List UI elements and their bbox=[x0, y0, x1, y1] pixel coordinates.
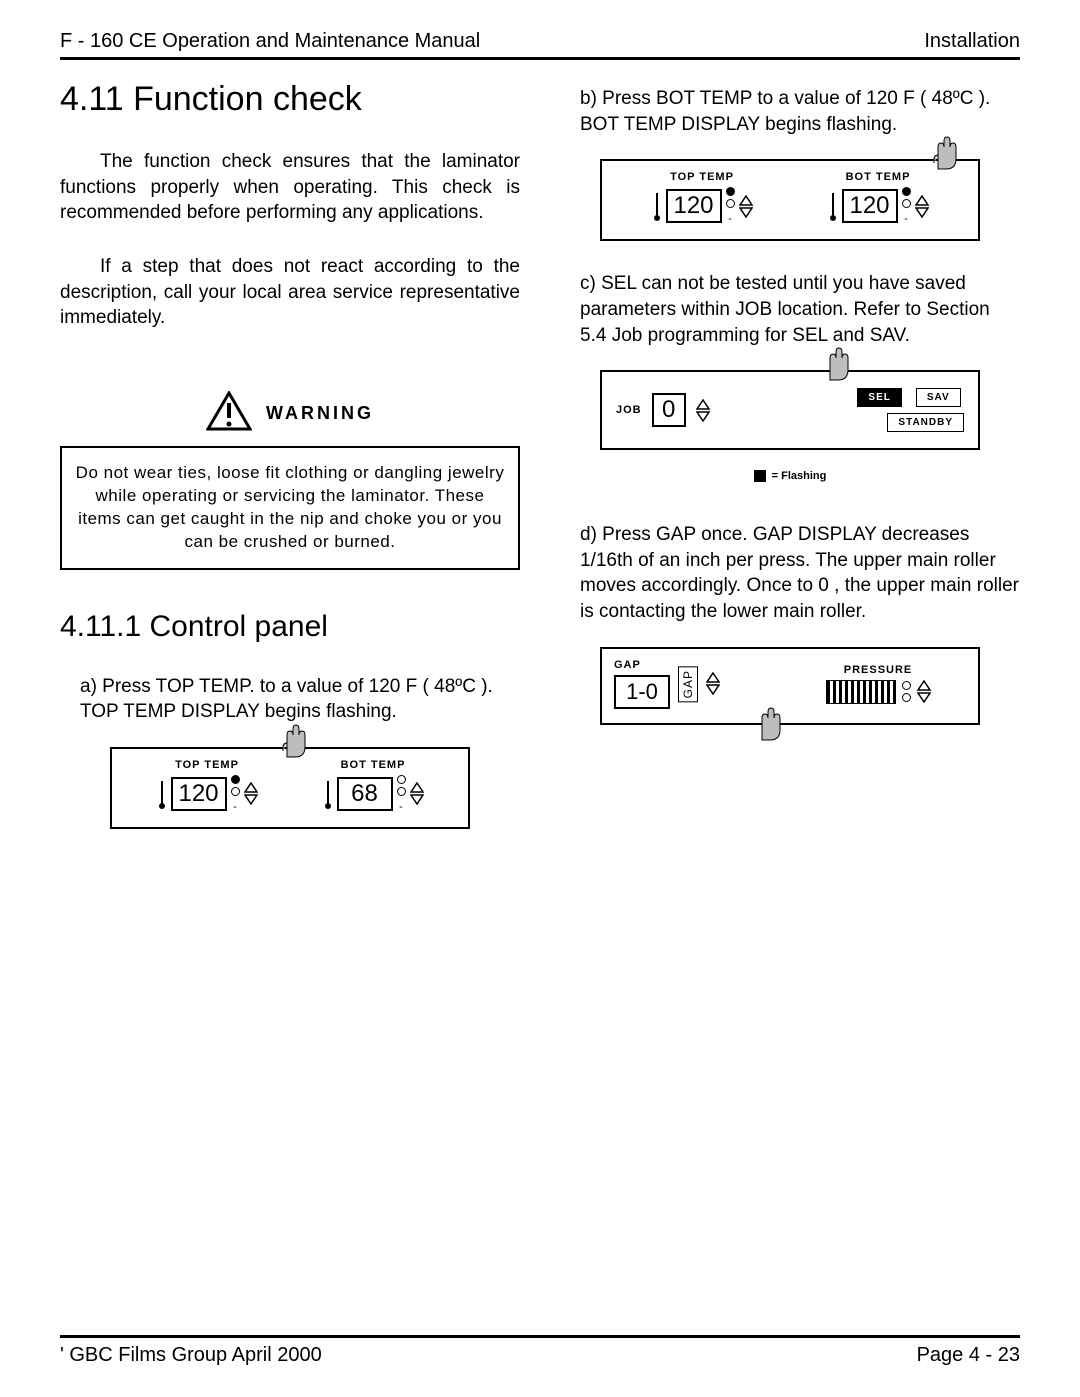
left-column: 4.11 Function check The function check e… bbox=[60, 80, 520, 849]
bot-temp-arrows[interactable] bbox=[915, 195, 929, 218]
hand-icon bbox=[928, 133, 960, 176]
footer-rule bbox=[60, 1335, 1020, 1338]
legend-text: = Flashing bbox=[772, 470, 827, 482]
sav-button[interactable]: SAV bbox=[916, 388, 961, 407]
step-d: d) Press GAP once. GAP DISPLAY decreases… bbox=[560, 522, 1020, 625]
pressure-arrows[interactable] bbox=[917, 680, 931, 703]
standby-button[interactable]: STANDBY bbox=[887, 413, 964, 432]
top-temp-leds: - bbox=[231, 775, 240, 813]
warning-text: Do not wear ties, loose fit clothing or … bbox=[60, 446, 520, 570]
flashing-legend: = Flashing bbox=[560, 470, 1020, 482]
header-left: F - 160 CE Operation and Maintenance Man… bbox=[60, 30, 480, 53]
page-header: F - 160 CE Operation and Maintenance Man… bbox=[60, 30, 1020, 53]
footer-right: Page 4 - 23 bbox=[917, 1344, 1020, 1367]
job-display: 0 bbox=[652, 393, 686, 427]
panel-fig-job: JOB 0 SEL SAV STANDBY bbox=[600, 370, 980, 450]
step-a: a) Press TOP TEMP. to a value of 120 F (… bbox=[60, 674, 520, 725]
intro-para-1: The function check ensures that the lami… bbox=[60, 149, 520, 226]
bot-temp-group: BOT TEMP 68 - bbox=[290, 759, 456, 813]
warning-triangle-icon bbox=[206, 391, 252, 436]
top-temp-arrows[interactable] bbox=[739, 195, 753, 218]
content-columns: 4.11 Function check The function check e… bbox=[60, 80, 1020, 849]
step-c: c) SEL can not be tested until you have … bbox=[560, 271, 1020, 348]
bot-temp-label: BOT TEMP bbox=[846, 171, 911, 183]
footer-left: ' GBC Films Group April 2000 bbox=[60, 1344, 322, 1367]
pressure-bar bbox=[826, 680, 896, 704]
right-column: b) Press BOT TEMP to a value of 120 F ( … bbox=[560, 80, 1020, 849]
top-temp-group: TOP TEMP 120 - bbox=[124, 759, 290, 813]
job-label: JOB bbox=[616, 404, 642, 416]
warning-header: WARNING bbox=[206, 391, 374, 436]
page-footer: ' GBC Films Group April 2000 Page 4 - 23 bbox=[60, 1344, 1020, 1367]
hand-icon bbox=[277, 721, 309, 764]
top-temp-group: TOP TEMP 120 - bbox=[614, 171, 790, 225]
header-right: Installation bbox=[924, 30, 1020, 53]
warning-block: WARNING Do not wear ties, loose fit clot… bbox=[60, 391, 520, 570]
top-temp-display: 120 bbox=[171, 777, 227, 811]
hand-icon bbox=[820, 344, 852, 387]
header-rule bbox=[60, 57, 1020, 60]
top-temp-display: 120 bbox=[666, 189, 722, 223]
thermometer-icon bbox=[828, 191, 838, 221]
top-temp-label: TOP TEMP bbox=[670, 171, 734, 183]
thermometer-icon bbox=[652, 191, 662, 221]
panel-fig-bot-temp: TOP TEMP 120 - BOT TEMP bbox=[600, 159, 980, 241]
top-temp-arrows[interactable] bbox=[244, 782, 258, 805]
section-heading: 4.11 Function check bbox=[60, 80, 520, 119]
thermometer-icon bbox=[157, 779, 167, 809]
sel-button[interactable]: SEL bbox=[857, 388, 901, 407]
bot-temp-display: 120 bbox=[842, 189, 898, 223]
gap-arrows[interactable] bbox=[706, 672, 720, 695]
legend-square-icon bbox=[754, 470, 766, 482]
bot-temp-display: 68 bbox=[337, 777, 393, 811]
top-temp-label: TOP TEMP bbox=[175, 759, 239, 771]
hand-icon bbox=[752, 704, 784, 747]
warning-label: WARNING bbox=[266, 403, 374, 424]
panel-fig-gap: GAP 1-0 GAP PRESSURE bbox=[600, 647, 980, 725]
subsection-heading: 4.11.1 Control panel bbox=[60, 610, 520, 644]
intro-para-2: If a step that does not react according … bbox=[60, 254, 520, 331]
bot-temp-group: BOT TEMP 120 - bbox=[790, 171, 966, 225]
pressure-label: PRESSURE bbox=[844, 664, 913, 676]
bot-temp-leds: - bbox=[397, 775, 406, 813]
panel-fig-top-temp: TOP TEMP 120 - BOT TEMP bbox=[110, 747, 470, 829]
bot-temp-arrows[interactable] bbox=[410, 782, 424, 805]
bot-temp-label: BOT TEMP bbox=[341, 759, 406, 771]
step-b: b) Press BOT TEMP to a value of 120 F ( … bbox=[560, 86, 1020, 137]
gap-unit-box: GAP bbox=[678, 666, 698, 702]
thermometer-icon bbox=[323, 779, 333, 809]
gap-display: 1-0 bbox=[614, 675, 670, 709]
job-arrows[interactable] bbox=[696, 399, 710, 422]
gap-label: GAP bbox=[614, 659, 670, 671]
